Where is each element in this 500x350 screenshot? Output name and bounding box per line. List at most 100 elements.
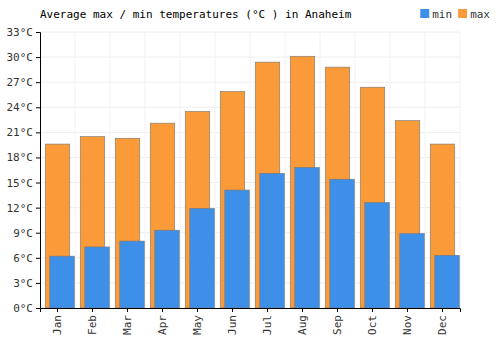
y-tick: 24°C xyxy=(7,101,41,114)
y-tick-mark xyxy=(36,57,40,58)
x-tick: Sep xyxy=(331,308,344,335)
bar-0 xyxy=(400,234,425,308)
y-tick-mark xyxy=(36,258,40,259)
y-tick-mark xyxy=(36,157,40,158)
bar-0 xyxy=(120,241,145,308)
grid-line-vertical xyxy=(460,32,461,308)
x-tick: Feb xyxy=(86,308,99,335)
x-tick-mark xyxy=(337,308,338,312)
x-tick-mark xyxy=(302,308,303,312)
x-axis: Jan Feb Mar Apr May Jun Jul Aug Sep Oct Nov Dec xyxy=(41,308,461,335)
bar-0 xyxy=(85,247,110,308)
x-tick-label: Apr xyxy=(156,315,169,335)
bar-0 xyxy=(435,255,460,308)
x-tick-label: Jun xyxy=(226,315,239,335)
bar-0 xyxy=(330,179,355,308)
x-tick-mark xyxy=(267,308,268,312)
y-tick-label: 18°C xyxy=(7,151,34,164)
grid-line-vertical xyxy=(180,32,181,308)
y-tick: 33°C xyxy=(7,26,41,39)
x-tick-mark xyxy=(92,308,93,312)
x-tick-label: Nov xyxy=(401,315,414,335)
x-tick-mark xyxy=(372,308,373,312)
legend-label: max xyxy=(470,8,490,21)
y-tick-mark xyxy=(36,82,40,83)
x-tick: Jan xyxy=(51,308,64,335)
legend-swatch xyxy=(420,9,429,18)
y-tick-mark xyxy=(36,107,40,108)
bar-0 xyxy=(365,203,390,308)
bar-0 xyxy=(225,190,250,308)
y-tick: 9°C xyxy=(13,227,40,240)
legend: max min xyxy=(420,8,490,21)
x-tick-mark xyxy=(162,308,163,312)
x-tick-label: Mar xyxy=(121,315,134,335)
chart: Average max / min temperatures (°C ) in … xyxy=(0,0,500,350)
x-tick: May xyxy=(191,308,204,335)
legend-item: max xyxy=(458,8,490,21)
bar-0 xyxy=(50,256,75,308)
x-tick-label: Oct xyxy=(366,315,379,335)
y-tick-label: 24°C xyxy=(7,101,34,114)
y-tick-label: 27°C xyxy=(7,76,34,89)
grid-line-vertical xyxy=(110,32,111,308)
y-tick-mark xyxy=(36,183,40,184)
y-axis-line xyxy=(36,33,41,309)
legend-item: min xyxy=(420,8,452,21)
x-tick-mark xyxy=(57,308,58,312)
x-tick-label: Jan xyxy=(51,315,64,335)
y-tick-label: 30°C xyxy=(7,51,34,64)
y-tick-mark xyxy=(36,233,40,234)
x-tick-label: May xyxy=(191,315,204,335)
x-tick: Jun xyxy=(226,308,239,335)
y-tick: 0°C xyxy=(13,302,40,315)
x-tick: Nov xyxy=(401,308,414,335)
x-tick-mark xyxy=(197,308,198,312)
bar-0 xyxy=(190,208,215,308)
grid-line-vertical xyxy=(390,32,391,308)
y-tick-label: 33°C xyxy=(7,26,34,39)
y-tick-label: 12°C xyxy=(7,202,34,215)
grid xyxy=(40,32,460,308)
y-tick-mark xyxy=(36,283,40,284)
x-tick: Dec xyxy=(436,308,449,335)
x-tick: Jul xyxy=(261,308,274,335)
x-axis-line xyxy=(41,309,461,313)
grid-line-vertical xyxy=(75,32,76,308)
y-tick-mark xyxy=(36,32,40,33)
x-tick-label: Dec xyxy=(436,315,449,335)
legend-label: min xyxy=(432,8,452,21)
grid-line-vertical xyxy=(355,32,356,308)
grid-line-vertical xyxy=(285,32,286,308)
x-tick-mark xyxy=(232,308,233,312)
y-tick-label: 6°C xyxy=(13,252,33,265)
y-tick-label: 15°C xyxy=(7,177,34,190)
x-tick: Aug xyxy=(296,308,309,335)
y-tick: 30°C xyxy=(7,51,41,64)
y-tick: 3°C xyxy=(13,277,40,290)
x-tick-mark xyxy=(127,308,128,312)
grid-line-vertical xyxy=(320,32,321,308)
y-axis: 0°C 3°C 6°C 9°C 12°C 15°C 18°C 21°C 24°C 27°C 30°C… xyxy=(7,26,41,315)
plot: 0°C 3°C 6°C 9°C 12°C 15°C 18°C 21°C 24°C 27°C 30°C… xyxy=(7,26,461,335)
y-tick: 21°C xyxy=(7,126,41,139)
y-tick-label: 9°C xyxy=(13,227,33,240)
y-tick: 15°C xyxy=(7,177,41,190)
legend-swatch xyxy=(458,9,467,18)
y-tick-label: 0°C xyxy=(13,302,33,315)
x-tick-label: Sep xyxy=(331,315,344,335)
y-tick-label: 3°C xyxy=(13,277,33,290)
y-tick-label: 21°C xyxy=(7,126,34,139)
bar-0 xyxy=(295,167,320,308)
bars xyxy=(45,56,459,308)
y-tick-mark xyxy=(36,308,40,309)
x-tick: Oct xyxy=(366,308,379,335)
grid-line-vertical xyxy=(215,32,216,308)
x-tick-label: Feb xyxy=(86,315,99,335)
title: Average max / min temperatures (°C ) in … xyxy=(40,8,352,21)
x-tick-mark xyxy=(442,308,443,312)
y-tick: 12°C xyxy=(7,202,41,215)
x-tick-label: Aug xyxy=(296,315,309,335)
bar-0 xyxy=(155,230,180,308)
y-tick-mark xyxy=(36,132,40,133)
